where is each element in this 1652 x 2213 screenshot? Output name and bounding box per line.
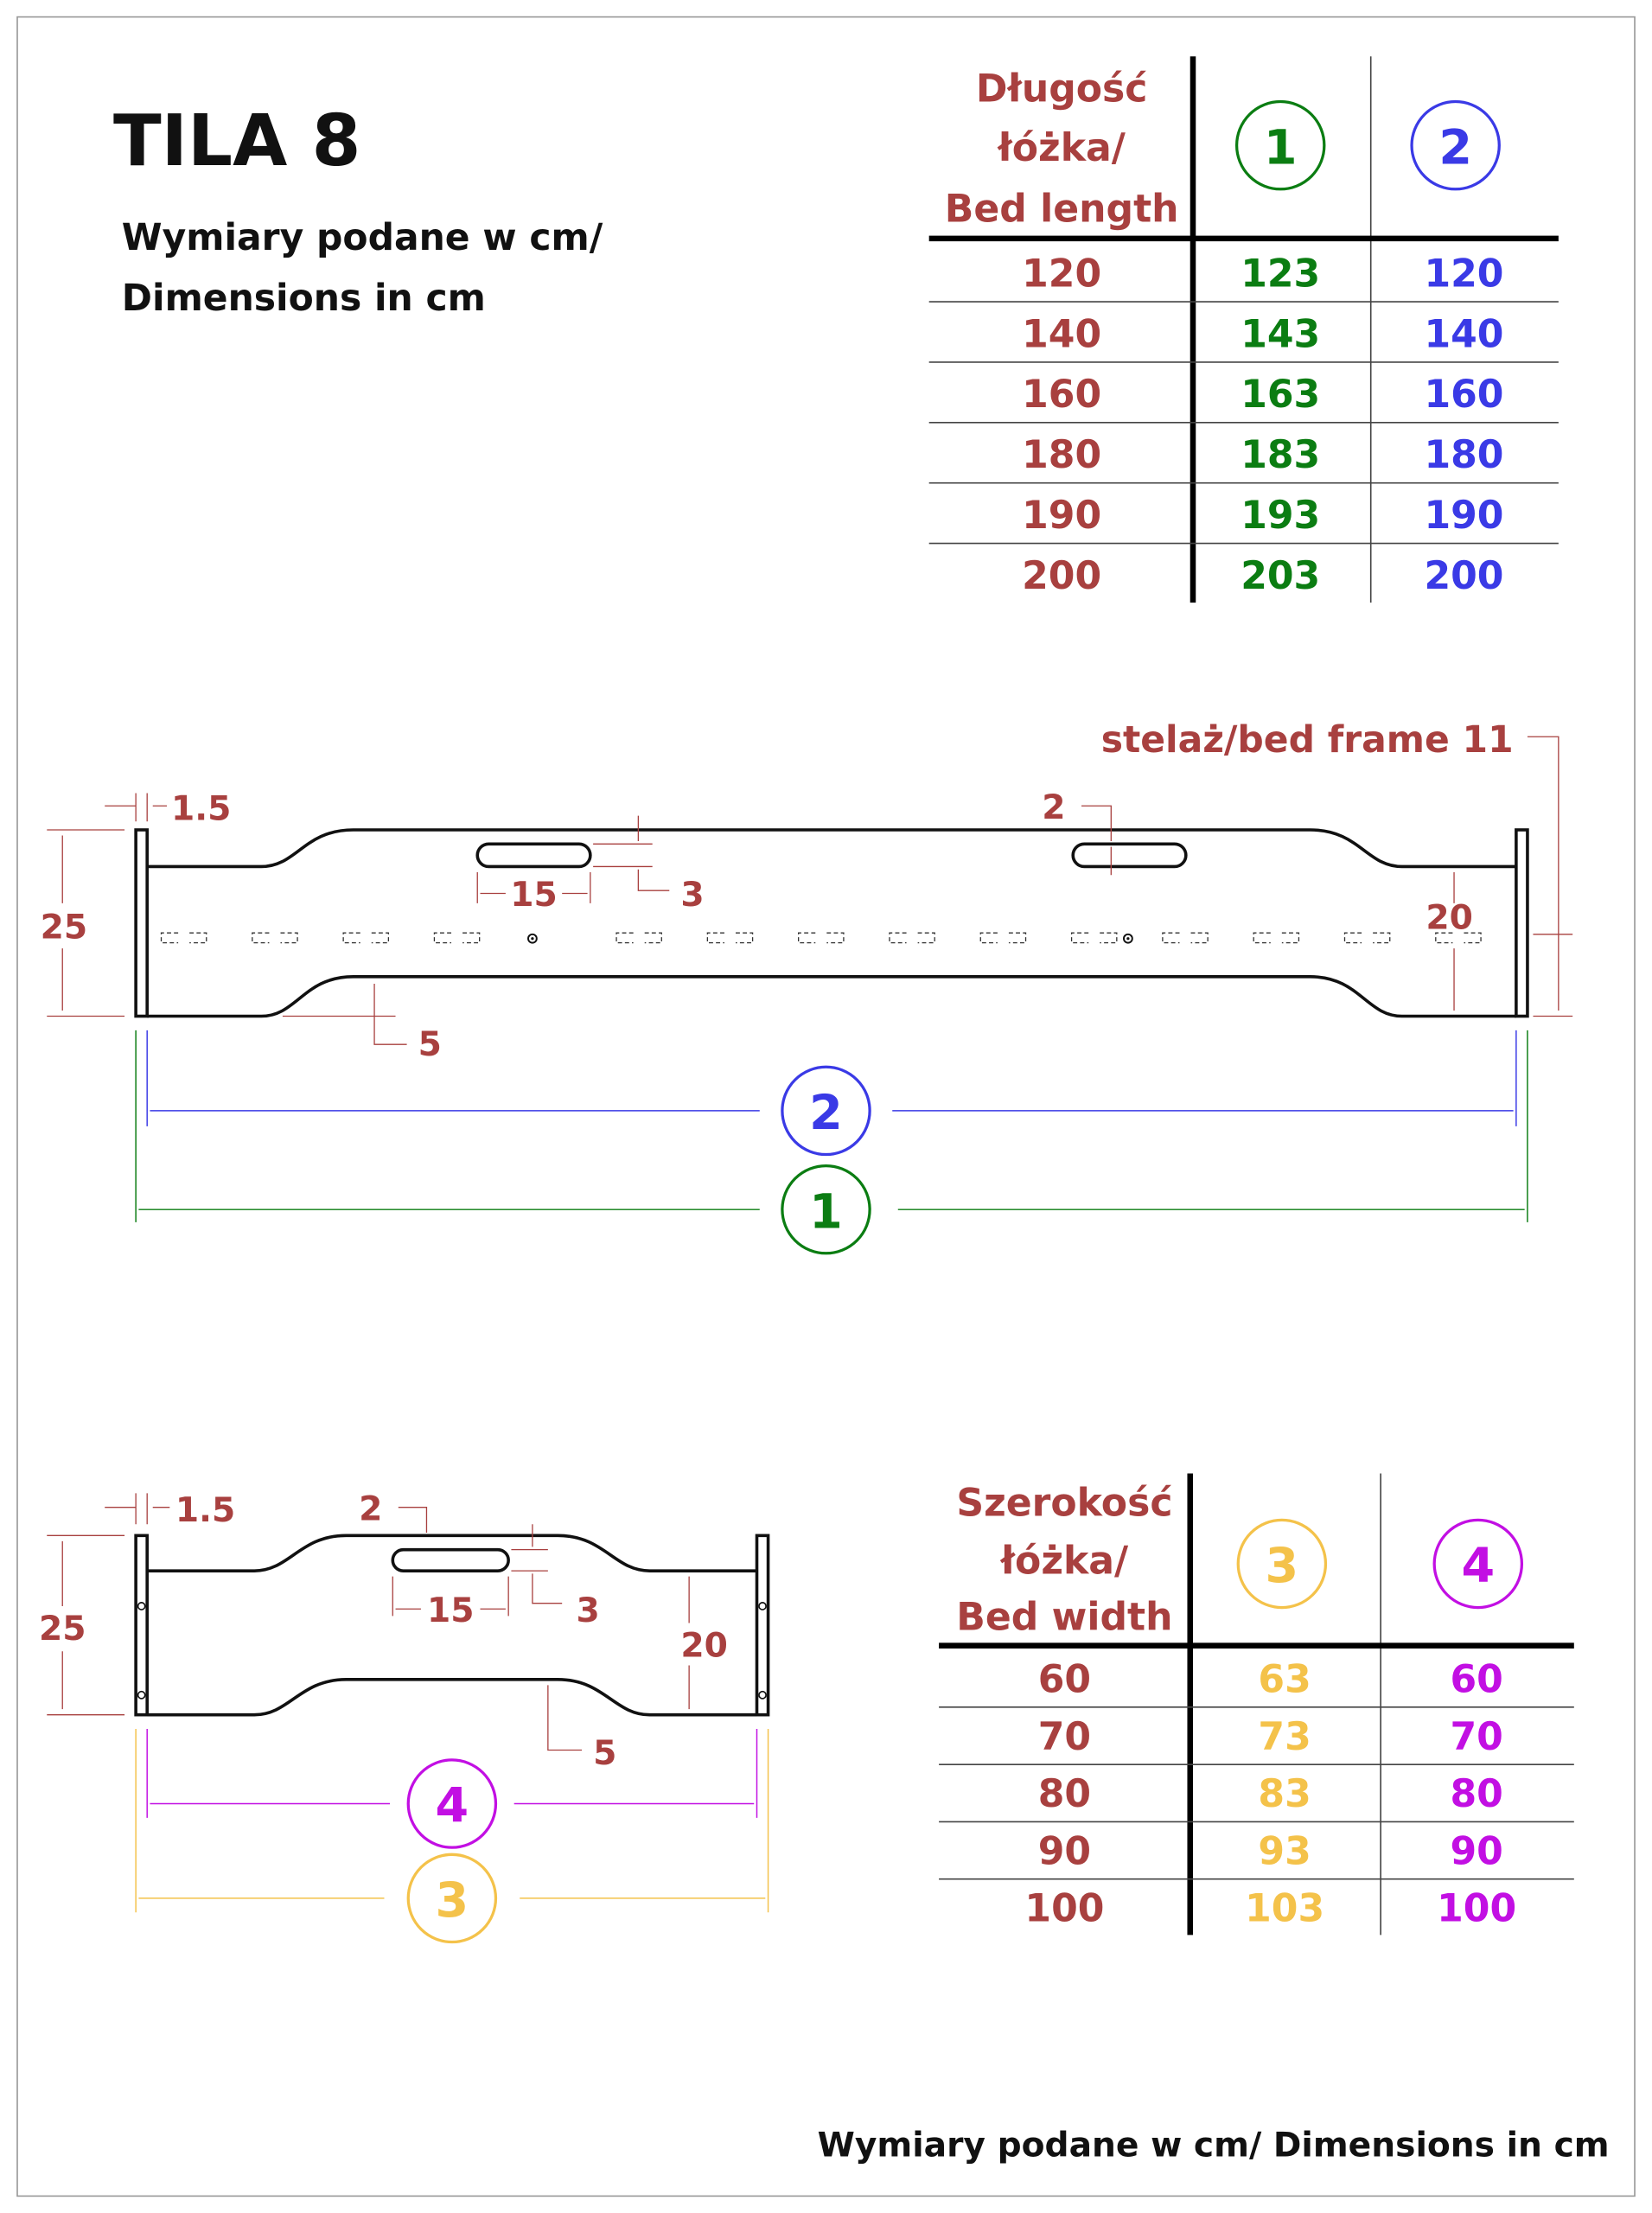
- end-marker-outer: 3: [436, 1872, 469, 1929]
- length-cell: 140: [1424, 312, 1503, 356]
- fixing-hole-pair: [1435, 932, 1482, 944]
- width-table: Szerokość łóżka/ Bed width 3 4 60 63 60 70 7…: [939, 1473, 1574, 1936]
- fixing-hole-pair: [1070, 932, 1118, 944]
- end-bottom-depth: 5: [593, 1734, 616, 1773]
- end-slot-length: 15: [427, 1591, 475, 1630]
- end-rail-drawing: 1.5 25 2 15 3 20 5 4 3: [39, 1489, 770, 1944]
- fixing-hole-pair: [616, 932, 662, 944]
- end-marker-inner: 4: [436, 1778, 469, 1834]
- fixing-hole-pair: [433, 932, 481, 944]
- width-cell: 80: [1038, 1772, 1091, 1816]
- fixing-hole-pair: [889, 932, 935, 944]
- width-marker-4: 4: [1461, 1538, 1495, 1594]
- side-slot-offset: 2: [1042, 788, 1065, 827]
- width-cell: 70: [1450, 1715, 1502, 1759]
- length-cell: 180: [1424, 433, 1503, 477]
- side-marker-inner: 2: [809, 1085, 843, 1141]
- width-cell: 70: [1038, 1715, 1091, 1759]
- fixing-hole-pair: [1343, 932, 1391, 944]
- length-cell: 120: [1022, 252, 1101, 296]
- width-marker-3: 3: [1266, 1538, 1299, 1594]
- width-cell: 103: [1245, 1887, 1324, 1931]
- subtitle-line-1: Wymiary podane w cm/: [122, 217, 603, 259]
- width-cell: 93: [1258, 1829, 1311, 1873]
- length-cell: 160: [1424, 373, 1503, 417]
- side-inner-height: 20: [1426, 898, 1473, 937]
- length-cell: 120: [1424, 252, 1503, 296]
- width-header-line-3: Bed width: [956, 1596, 1172, 1640]
- fixing-hole-pair: [160, 932, 207, 944]
- side-marker-outer: 1: [809, 1183, 843, 1240]
- end-inner-height: 20: [680, 1627, 728, 1666]
- length-cell: 160: [1022, 373, 1101, 417]
- width-cell: 60: [1038, 1658, 1091, 1702]
- length-cell: 183: [1241, 433, 1320, 477]
- page-border: [16, 16, 1636, 2197]
- length-cell: 190: [1424, 494, 1503, 538]
- width-cell: 63: [1258, 1658, 1311, 1702]
- length-cell: 200: [1022, 554, 1101, 598]
- end-height: 25: [39, 1610, 86, 1649]
- side-slot-height: 3: [680, 876, 704, 915]
- length-cell: 200: [1424, 554, 1503, 598]
- length-cell: 123: [1241, 252, 1320, 296]
- side-frame-label: stelaż/bed frame 11: [1101, 719, 1514, 762]
- subtitle-line-2: Dimensions in cm: [122, 277, 486, 320]
- fixing-hole-pair: [706, 932, 754, 944]
- width-cell: 90: [1038, 1829, 1091, 1873]
- length-cell: 193: [1241, 494, 1320, 538]
- width-cell: 100: [1024, 1887, 1104, 1931]
- length-cell: 143: [1241, 312, 1320, 356]
- width-cell: 60: [1450, 1658, 1502, 1702]
- width-header-line-1: Szerokość: [956, 1481, 1172, 1525]
- length-header-line-2: łóżka/: [997, 126, 1126, 170]
- length-cell: 140: [1022, 312, 1101, 356]
- length-header-line-1: Długość: [976, 67, 1148, 112]
- side-bottom-depth: 5: [418, 1025, 442, 1064]
- length-cell: 180: [1022, 433, 1101, 477]
- side-height: 25: [41, 909, 88, 947]
- fixing-hole-pair: [979, 932, 1027, 944]
- length-marker-1: 1: [1264, 119, 1298, 175]
- fixing-hole-pair: [252, 932, 298, 944]
- length-cell: 190: [1022, 494, 1101, 538]
- width-cell: 73: [1258, 1715, 1311, 1759]
- fixing-hole-pair: [798, 932, 845, 944]
- length-cell: 163: [1241, 373, 1320, 417]
- length-cell: 203: [1241, 554, 1320, 598]
- page-title: TILA 8: [113, 100, 360, 182]
- width-header-line-2: łóżka/: [1000, 1539, 1129, 1583]
- length-table: Długość łóżka/ Bed length 1 2 120 123 120 1…: [928, 56, 1559, 603]
- width-cell: 83: [1258, 1772, 1311, 1816]
- side-slot-length: 15: [510, 876, 558, 915]
- width-cell: 90: [1450, 1829, 1502, 1873]
- end-post-thickness: 1.5: [175, 1491, 235, 1530]
- footer-note: Wymiary podane w cm/ Dimensions in cm: [818, 2127, 1610, 2165]
- end-slot-height: 3: [577, 1591, 600, 1630]
- end-slot-offset: 2: [359, 1489, 382, 1528]
- side-post-thickness: 1.5: [171, 790, 231, 829]
- side-rail-drawing: 1.5 25 15 3 2 5 20 stelaż/bed frame 11 2…: [41, 719, 1573, 1255]
- length-marker-2: 2: [1438, 119, 1472, 175]
- length-header-line-3: Bed length: [945, 187, 1179, 231]
- width-cell: 80: [1450, 1772, 1502, 1816]
- width-cell: 100: [1437, 1887, 1516, 1931]
